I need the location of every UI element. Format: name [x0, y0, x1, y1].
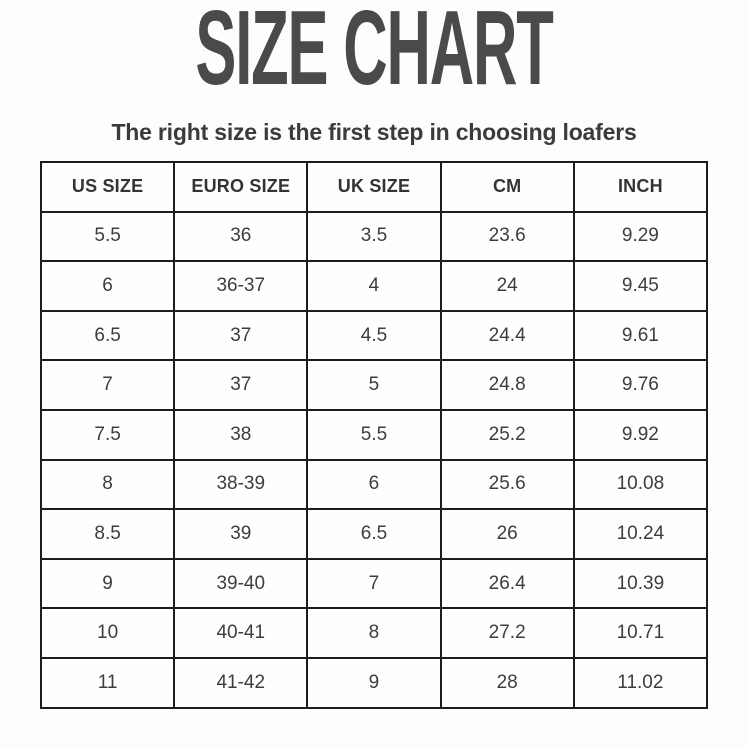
table-cell: 28	[439, 656, 575, 709]
table-cell: 7	[306, 557, 442, 610]
table-row: 10 40-41 8 27.2 10.71	[39, 607, 709, 659]
header-cell-inch: INCH	[572, 161, 709, 213]
table-cell: 8	[306, 607, 442, 659]
table-cell: 8.5	[39, 508, 176, 560]
table-cell: 10.24	[572, 508, 709, 560]
table-cell: 6	[39, 260, 176, 312]
table-cell: 38	[173, 408, 309, 461]
table-cell: 5	[306, 359, 442, 411]
table-cell: 10.08	[572, 458, 709, 511]
table-cell: 9	[39, 557, 176, 610]
table-cell: 10.39	[572, 557, 709, 610]
table-cell: 11	[39, 656, 176, 709]
page-title: SIZE CHART	[195, 0, 553, 107]
table-cell: 39	[173, 508, 309, 560]
table-cell: 5.5	[39, 210, 176, 263]
table-row: 6.5 37 4.5 24.4 9.61	[39, 309, 709, 362]
table-cell: 7.5	[39, 408, 176, 461]
table-row: 8 38-39 6 25.6 10.08	[39, 458, 709, 511]
table-cell: 9.92	[572, 408, 709, 461]
table-cell: 6	[306, 458, 442, 511]
table-cell: 24.4	[439, 309, 575, 362]
table-cell: 4.5	[306, 309, 442, 362]
table-cell: 6.5	[39, 309, 176, 362]
page-subtitle: The right size is the first step in choo…	[111, 119, 637, 145]
table-header-row: US SIZE EURO SIZE UK SIZE CM INCH	[39, 161, 709, 213]
size-table: US SIZE EURO SIZE UK SIZE CM INCH 5.5 36…	[39, 161, 709, 709]
table-cell: 7	[39, 359, 176, 411]
table-cell: 40-41	[173, 607, 309, 659]
table-cell: 3.5	[306, 210, 442, 263]
table-cell: 9.45	[572, 260, 709, 312]
header-cell-uk-size: UK SIZE	[306, 161, 442, 213]
table-cell: 36-37	[173, 260, 309, 312]
header-cell-cm: CM	[439, 161, 575, 213]
table-row: 8.5 39 6.5 26 10.24	[39, 508, 709, 560]
table-cell: 5.5	[306, 408, 442, 461]
table-cell: 9.76	[572, 359, 709, 411]
table-cell: 27.2	[439, 607, 575, 659]
table-cell: 9.61	[572, 309, 709, 362]
table-row: 7 37 5 24.8 9.76	[39, 359, 709, 411]
table-cell: 23.6	[439, 210, 575, 263]
table-cell: 24	[439, 260, 575, 312]
table-row: 7.5 38 5.5 25.2 9.92	[39, 408, 709, 461]
table-cell: 9.29	[572, 210, 709, 263]
table-cell: 36	[173, 210, 309, 263]
table-cell: 10	[39, 607, 176, 659]
table-cell: 25.6	[439, 458, 575, 511]
table-cell: 11.02	[572, 656, 709, 709]
table-cell: 26	[439, 508, 575, 560]
table-cell: 24.8	[439, 359, 575, 411]
table-cell: 37	[173, 309, 309, 362]
table-row: 6 36-37 4 24 9.45	[39, 260, 709, 312]
table-cell: 39-40	[173, 557, 309, 610]
header-cell-euro-size: EURO SIZE	[173, 161, 309, 213]
table-cell: 8	[39, 458, 176, 511]
table-cell: 37	[173, 359, 309, 411]
table-cell: 26.4	[439, 557, 575, 610]
header-cell-us-size: US SIZE	[39, 161, 176, 213]
title-wrap: SIZE CHART	[0, 0, 748, 107]
table-row: 9 39-40 7 26.4 10.39	[39, 557, 709, 610]
table-cell: 9	[306, 656, 442, 709]
table-row: 5.5 36 3.5 23.6 9.29	[39, 210, 709, 263]
table-cell: 25.2	[439, 408, 575, 461]
table-cell: 4	[306, 260, 442, 312]
table-cell: 6.5	[306, 508, 442, 560]
table-cell: 38-39	[173, 458, 309, 511]
table-cell: 10.71	[572, 607, 709, 659]
table-row: 11 41-42 9 28 11.02	[39, 656, 709, 709]
table-cell: 41-42	[173, 656, 309, 709]
